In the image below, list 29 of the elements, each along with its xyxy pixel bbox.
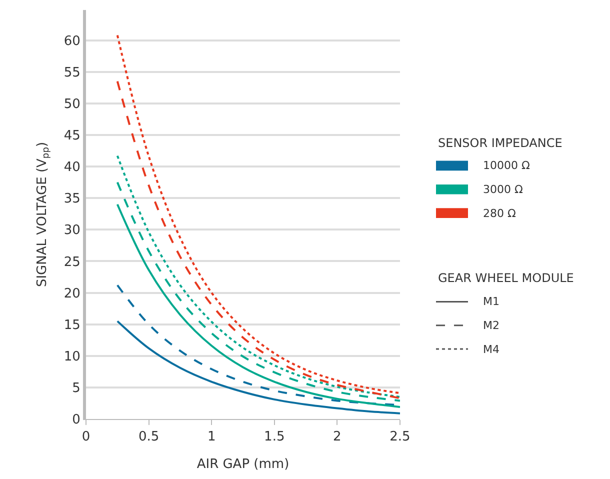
- y-tick-label: 45: [64, 128, 80, 144]
- x-tick-label: 0.5: [138, 430, 160, 445]
- y-tick-label: 40: [64, 160, 80, 176]
- y-tick-label: 20: [64, 286, 80, 302]
- line-series: [116, 320, 400, 414]
- text: M1: [483, 295, 500, 308]
- y-tick-label: 25: [64, 254, 80, 270]
- text: 3000 Ω: [483, 183, 523, 196]
- text: 280 Ω: [483, 207, 516, 220]
- text: SENSOR IMPEDANCE: [438, 136, 562, 150]
- y-tick-label: 30: [64, 223, 80, 238]
- text: 10000 Ω: [483, 159, 530, 172]
- x-tick-label: 2: [333, 430, 342, 445]
- text: M2: [483, 319, 500, 332]
- x-tick-label: 1.5: [264, 430, 285, 445]
- text: M4: [483, 343, 500, 356]
- y-tick-label: 10: [64, 349, 80, 364]
- y-tick-label: 50: [64, 96, 80, 112]
- y-tick-label: 5: [72, 380, 80, 396]
- x-tick-label: 1: [207, 430, 216, 445]
- y-tick-label: 0: [72, 412, 80, 428]
- x-tick-label: 2.5: [390, 430, 410, 445]
- x-axis-title: AIR GAP (mm): [196, 457, 290, 472]
- x-tick-label: 0: [82, 430, 90, 445]
- y-tick-label: 55: [64, 65, 80, 80]
- text: GEAR WHEEL MODULE: [438, 271, 574, 285]
- y-tick-label: 35: [64, 192, 80, 207]
- y-tick-label: 15: [64, 318, 80, 333]
- y-tick-label: 60: [64, 34, 80, 49]
